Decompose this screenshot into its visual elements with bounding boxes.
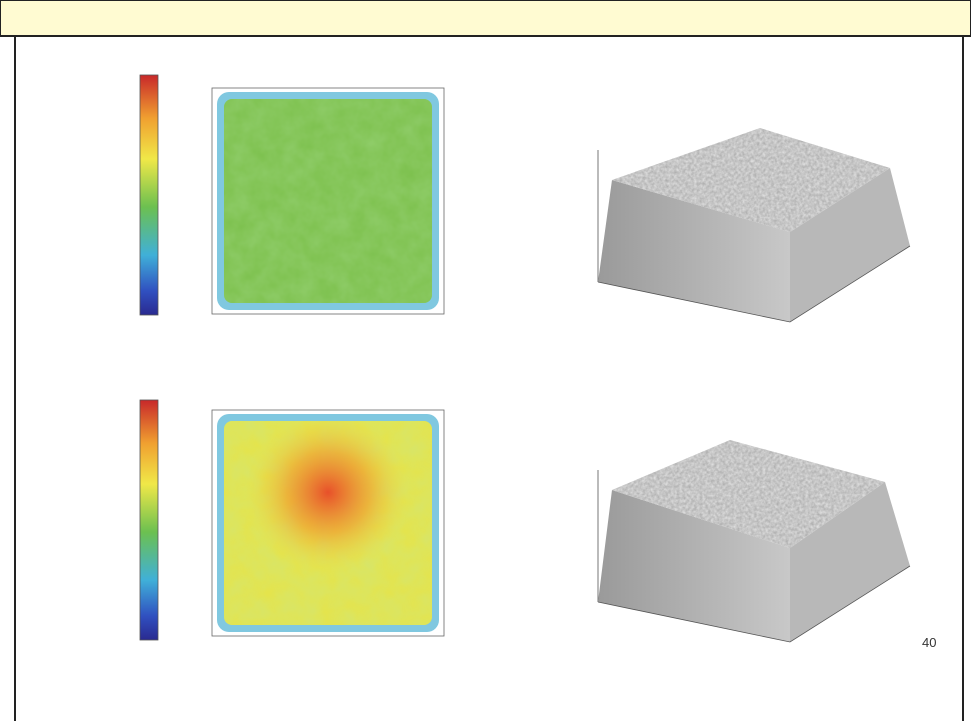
surface-top <box>597 128 911 323</box>
header-bar <box>0 0 971 37</box>
top-texture <box>612 128 890 232</box>
colorbar <box>139 399 159 641</box>
colorbar <box>139 74 159 316</box>
top-texture <box>612 440 885 548</box>
side-right <box>790 482 910 642</box>
heatmap-top <box>139 74 445 316</box>
side-right <box>790 168 910 322</box>
axis <box>597 245 911 323</box>
side-left <box>598 180 790 322</box>
heatmap-bottom <box>139 399 445 641</box>
page-number: 40 <box>922 635 936 650</box>
axis <box>597 565 911 643</box>
side-left <box>598 490 790 642</box>
surface-bottom <box>597 440 911 643</box>
map-texture <box>224 99 432 303</box>
hot-spot <box>224 421 432 625</box>
